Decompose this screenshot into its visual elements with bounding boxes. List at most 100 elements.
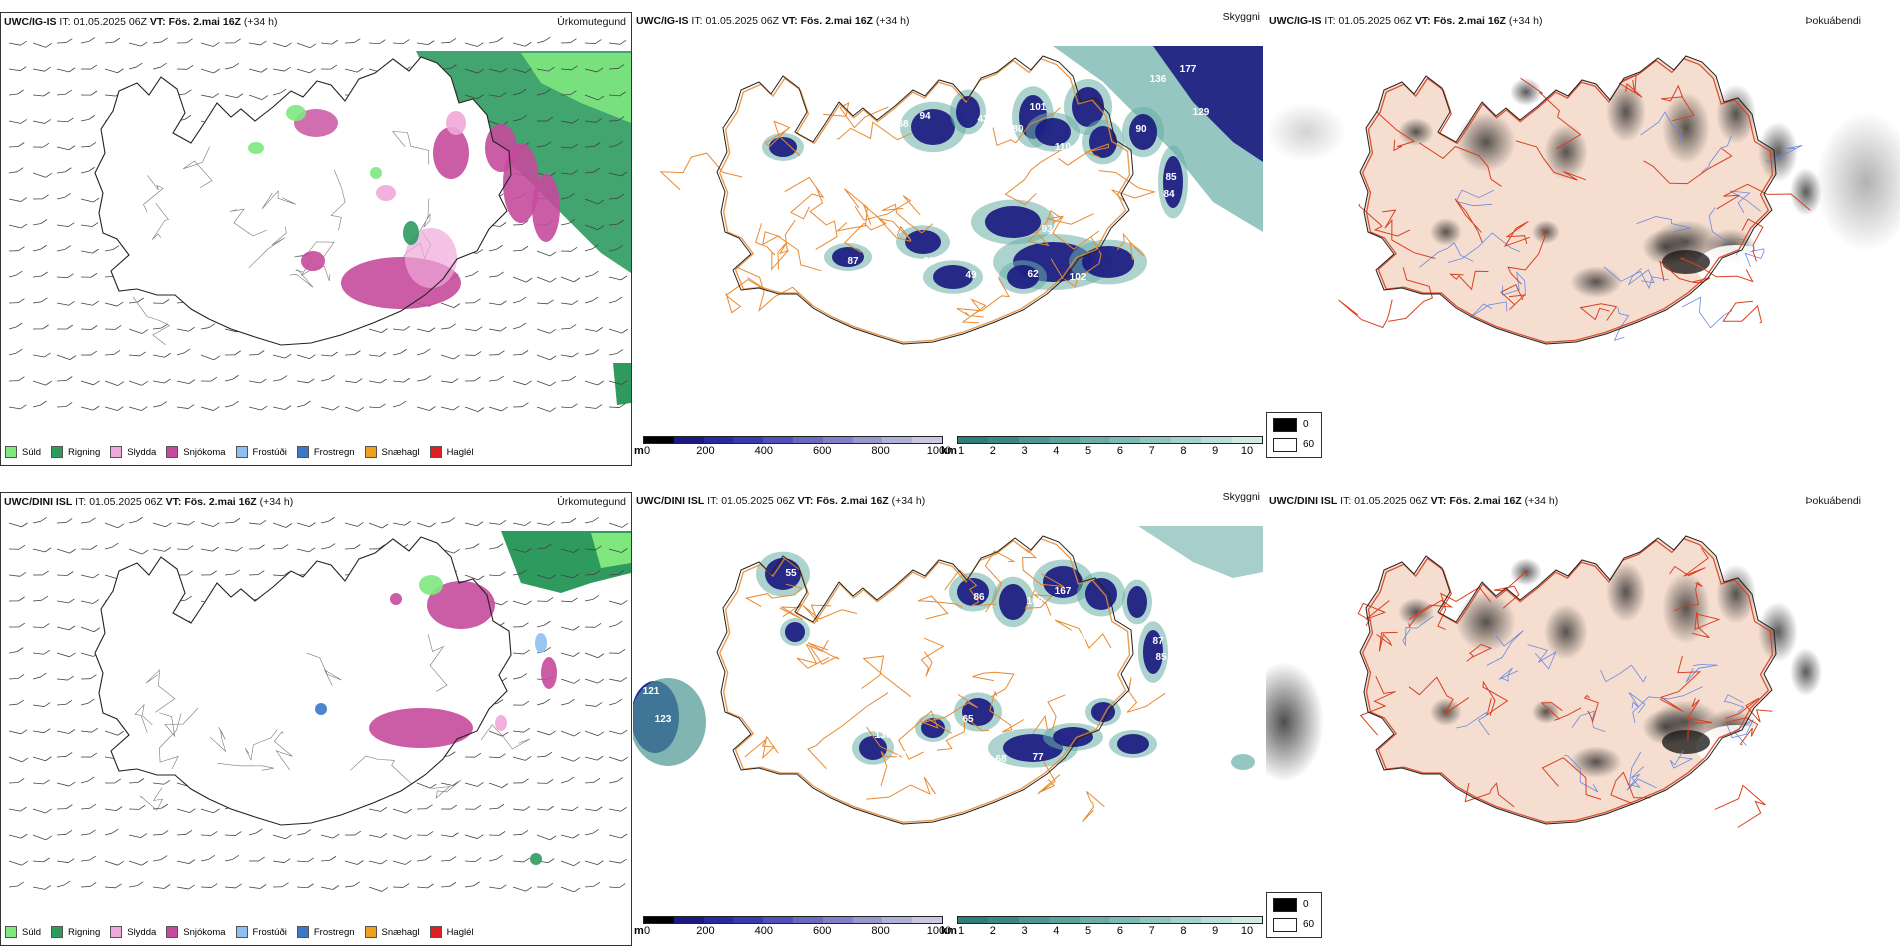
- legend-item: Frostregn: [296, 446, 355, 458]
- precip-map: [8, 36, 631, 413]
- coastline: [716, 55, 1134, 345]
- legend-swatch: [364, 446, 377, 458]
- legend-swatch: [429, 926, 442, 938]
- visibility-value-label: 132: [1077, 616, 1094, 627]
- lead-time: (+34 h): [259, 496, 294, 508]
- colorbar-strip: [643, 436, 943, 444]
- colorbar-bin: [673, 437, 704, 443]
- colorbar-bin: [1140, 437, 1171, 443]
- colorbar-tick-label: 200: [696, 925, 715, 937]
- legend-swatch: [5, 926, 17, 938]
- fog-legend-label-60: 60: [1303, 439, 1315, 450]
- fog-legend-label-60: 60: [1303, 919, 1315, 930]
- it-value: 01.05.2025 06Z: [705, 15, 779, 27]
- fog-legend-swatch-60: [1273, 918, 1297, 932]
- colorbar-tick-label: 6: [1116, 445, 1123, 457]
- legend-label: Haglél: [446, 926, 474, 938]
- colorbar-bin: [882, 437, 913, 443]
- colorbar-tick-label: 2: [989, 445, 996, 457]
- model-name: UWC/IG-IS: [636, 15, 689, 27]
- fog-legend-swatch-0: [1273, 418, 1297, 432]
- colorbar-bin: [822, 437, 853, 443]
- model-name: UWC/DINI ISL: [1269, 495, 1338, 507]
- colorbar-bin: [1049, 917, 1080, 923]
- colorbar-tick-label: 800: [871, 445, 890, 457]
- legend-item: Frostúði: [235, 926, 287, 938]
- vt-label: VT:: [781, 15, 798, 27]
- vt-value: Fös. 2.mai 16Z: [184, 496, 257, 508]
- coastline: [1359, 55, 1777, 345]
- colorbar-bin: [1079, 437, 1111, 443]
- precip-type-panel-ig: UWC/IG-IS IT: 01.05.2025 06Z VT: Fös. 2.…: [0, 12, 632, 466]
- it-label: IT:: [707, 495, 719, 507]
- it-value: 01.05.2025 06Z: [1338, 15, 1412, 27]
- visibility-value-label: 87: [847, 256, 859, 267]
- legend-item: Haglél: [429, 926, 474, 938]
- visibility-value-label: 16: [1017, 694, 1029, 705]
- land-area: [1360, 56, 1776, 344]
- legend-swatch: [364, 926, 377, 938]
- colorbar-tick-label: 4: [1053, 925, 1060, 937]
- legend-item: Frostúði: [235, 446, 287, 458]
- legend-label: Frostregn: [313, 926, 355, 938]
- legend-swatch: [110, 446, 123, 458]
- visibility-value-label: 102: [1070, 272, 1087, 283]
- precip-map: [8, 516, 631, 893]
- colorbar-bin: [733, 437, 764, 443]
- colorbar-strip: [643, 916, 943, 924]
- colorbar-bin: [1170, 437, 1202, 443]
- vt-label: VT:: [165, 496, 182, 508]
- visibility-map: 177 136 129 94 68 101 80 43 90 32 110 62 85 84 20 73 93 8…: [659, 46, 1263, 345]
- visibility-panel-dini: UWC/DINI ISL IT: 01.05.2025 06Z VT: Fös.…: [633, 492, 1265, 946]
- colorbar-tick-label: 8: [1180, 925, 1187, 937]
- colorbar-bin: [988, 917, 1019, 923]
- visibility-value-label: 43: [977, 114, 989, 125]
- coastline: [1359, 535, 1777, 825]
- visibility-value-label: 168: [1075, 632, 1092, 643]
- colorbar-bin: [1170, 917, 1202, 923]
- fog-legend-swatch-60: [1273, 438, 1297, 452]
- legend-item: Slydda: [110, 926, 156, 938]
- fog-legend-label-0: 0: [1303, 419, 1309, 430]
- legend-item: Snjókoma: [166, 926, 226, 938]
- rivers: [1419, 111, 1803, 342]
- fog-index-panel-dini: UWC/DINI ISL IT: 01.05.2025 06Z VT: Fös.…: [1266, 492, 1900, 946]
- legend-item: Snæhagl: [364, 926, 420, 938]
- visibility-cells: [756, 551, 1168, 768]
- colorbar-tick-label: 5: [1085, 445, 1092, 457]
- model-name: UWC/DINI ISL: [4, 496, 73, 508]
- ring-road: [1361, 57, 1774, 343]
- it-label: IT:: [59, 16, 71, 28]
- visibility-value-label: 123: [655, 714, 672, 725]
- precip-legend: Súld Rigning Slydda Snjókoma Frostúði Frostre…: [5, 445, 484, 459]
- visibility-value-label: 136: [1150, 74, 1167, 85]
- colorbar-unit: m: [634, 445, 644, 457]
- colorbar-bin: [1201, 917, 1232, 923]
- colorbar-bin: [882, 917, 913, 923]
- model-name: UWC/IG-IS: [1269, 15, 1322, 27]
- lead-time: (+34 h): [891, 495, 926, 507]
- rivers: [1402, 615, 1754, 793]
- colorbar-bin: [763, 917, 793, 923]
- colorbar-tick-label: 600: [813, 925, 832, 937]
- colorbar-bin: [644, 917, 674, 923]
- colorbar-bin: [852, 917, 883, 923]
- visibility-value-label: 84: [1163, 189, 1175, 200]
- visibility-value-label: 177: [1180, 64, 1197, 75]
- visibility-value-label: 167: [1055, 586, 1072, 597]
- visibility-value-label: 55: [785, 568, 797, 579]
- colorbar-bin: [1049, 437, 1080, 443]
- legend-label: Súld: [22, 926, 42, 938]
- visibility-value-label: 85: [1165, 172, 1177, 183]
- colorbar-bin: [912, 437, 942, 443]
- fog-index-cells: [1398, 558, 1822, 778]
- visibility-value-label: 68: [897, 119, 909, 130]
- visibility-value-label: 85: [1155, 652, 1167, 663]
- it-value: 01.05.2025 06Z: [73, 16, 147, 28]
- visibility-labels: 55 121 123 86 102 167 132 168 87 85 65 68 77 114 130 16…: [643, 568, 1167, 765]
- it-value: 01.05.2025 06Z: [89, 496, 163, 508]
- colorbar-bin: [1140, 917, 1171, 923]
- ring-road: [718, 537, 1131, 824]
- vt-label: VT:: [1414, 15, 1431, 27]
- colorbar-unit: km: [941, 445, 957, 457]
